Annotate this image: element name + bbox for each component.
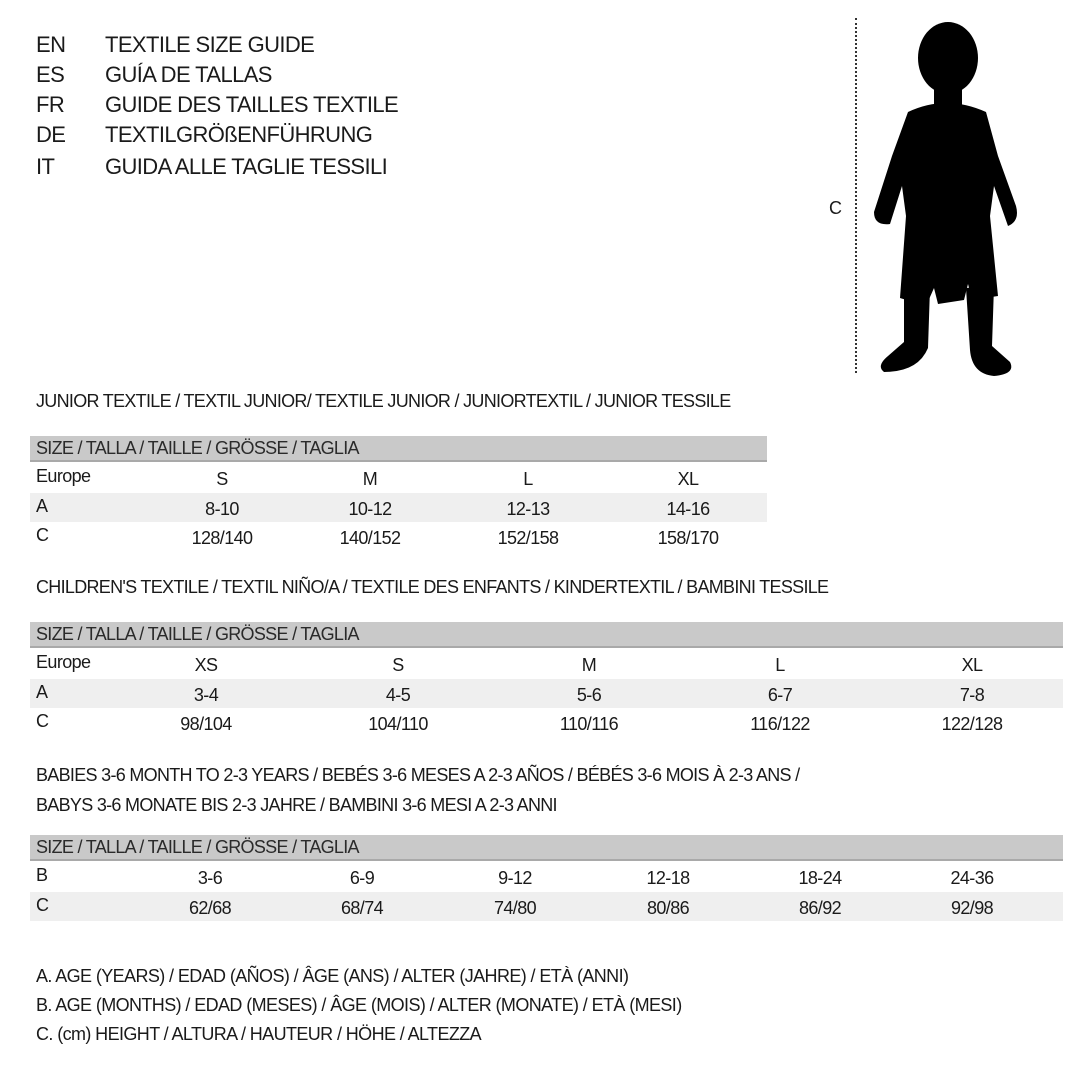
table-row: A 3-4 4-5 5-6 6-7 7-8	[30, 678, 1063, 708]
table-cell: 14-16	[666, 498, 710, 519]
height-label: C	[829, 198, 842, 218]
table-cell: 18-24	[798, 868, 842, 888]
table-cell: L	[523, 469, 533, 489]
table-cell: 122/128	[941, 714, 1003, 734]
table-header: SIZE / TALLA / TAILLE / GRÖSSE / TAGLIA	[30, 436, 767, 462]
table-row: B 3-6 6-9 9-12 12-18 18-24 24-36	[30, 862, 1063, 891]
language-title: TEXTILE SIZE GUIDE	[105, 32, 315, 57]
table-header-label: SIZE / TALLA / TAILLE / GRÖSSE / TAGLIA	[36, 837, 360, 857]
table-cell: 116/122	[750, 714, 810, 734]
table-row: C 128/140 140/152 152/158 158/170	[30, 522, 767, 551]
table-cell: XL	[677, 469, 699, 489]
table-cell: 140/152	[339, 528, 401, 548]
language-code: IT	[36, 154, 55, 179]
language-title: TEXTILGRÖßENFÜHRUNG	[105, 122, 373, 147]
table-header-label: SIZE / TALLA / TAILLE / GRÖSSE / TAGLIA	[36, 624, 360, 644]
table-cell: 98/104	[180, 714, 232, 734]
section-title: BABYS 3-6 MONATE BIS 2-3 JAHRE / BAMBINI…	[36, 795, 558, 815]
table-cell: S	[216, 469, 228, 489]
legend-item: C. (cm) HEIGHT / ALTURA / HAUTEUR / HÖHE…	[36, 1024, 482, 1044]
table-row: C 62/68 68/74 74/80 80/86 86/92 92/98	[30, 891, 1063, 921]
row-label: C	[36, 525, 49, 545]
table-cell: XS	[194, 655, 218, 675]
row-label: Europe	[36, 652, 91, 672]
table-cell: 128/140	[191, 528, 253, 548]
row-label: A	[36, 681, 48, 702]
table-cell: 86/92	[798, 897, 842, 918]
table-row: Europe S M L XL	[30, 463, 767, 492]
table-header: SIZE / TALLA / TAILLE / GRÖSSE / TAGLIA	[30, 622, 1063, 648]
language-title: GUIDA ALLE TAGLIE TESSILI	[105, 154, 388, 179]
table-row: A 8-10 10-12 12-13 14-16	[30, 492, 767, 522]
legend-item: B. AGE (MONTHS) / EDAD (MESES) / ÂGE (MO…	[36, 995, 682, 1015]
table-cell: 9-12	[498, 868, 532, 888]
section-title: JUNIOR TEXTILE / TEXTIL JUNIOR/ TEXTILE …	[36, 391, 731, 411]
section-title: BABIES 3-6 MONTH TO 2-3 YEARS / BEBÉS 3-…	[36, 765, 800, 785]
table-cell: 10-12	[348, 498, 392, 519]
table-row: C 98/104 104/110 110/116 116/122 122/128	[30, 708, 1063, 737]
section-title: CHILDREN'S TEXTILE / TEXTIL NIÑO/A / TEX…	[36, 577, 829, 597]
table-cell: L	[775, 655, 785, 675]
table-cell: M	[362, 469, 378, 489]
table-cell: 24-36	[950, 868, 994, 888]
table-cell: 104/110	[368, 714, 428, 734]
table-cell: 152/158	[497, 528, 559, 548]
legend-item: A. AGE (YEARS) / EDAD (AÑOS) / ÂGE (ANS)…	[36, 966, 629, 986]
table-cell: 12-13	[506, 498, 550, 519]
table-cell: 110/116	[559, 714, 619, 734]
child-silhouette-icon	[874, 22, 1017, 376]
table-cell: XL	[961, 655, 983, 675]
table-header: SIZE / TALLA / TAILLE / GRÖSSE / TAGLIA	[30, 835, 1063, 861]
table-cell: 80/86	[646, 897, 690, 918]
table-cell: 4-5	[385, 684, 411, 705]
table-cell: 7-8	[959, 684, 985, 705]
table-cell: 6-9	[349, 868, 375, 888]
language-code: ES	[36, 62, 65, 87]
table-cell: 5-6	[576, 684, 602, 705]
row-label: C	[36, 894, 49, 915]
table-cell: 6-7	[767, 684, 793, 705]
language-code: FR	[36, 92, 65, 117]
height-dotted-line	[855, 18, 857, 373]
table-row: Europe XS S M L XL	[30, 649, 1063, 678]
table-cell: 3-4	[193, 684, 219, 705]
row-label: B	[36, 865, 48, 885]
table-cell: 12-18	[646, 868, 690, 888]
table-cell: M	[581, 655, 597, 675]
table-header-label: SIZE / TALLA / TAILLE / GRÖSSE / TAGLIA	[36, 438, 360, 458]
row-label: Europe	[36, 466, 91, 486]
language-title: GUÍA DE TALLAS	[105, 62, 272, 87]
table-cell: 3-6	[197, 868, 223, 888]
table-cell: S	[392, 655, 404, 675]
language-code: EN	[36, 32, 66, 57]
row-label: C	[36, 711, 49, 731]
language-title: GUIDE DES TAILLES TEXTILE	[105, 92, 399, 117]
table-cell: 158/170	[657, 528, 719, 548]
table-cell: 62/68	[188, 897, 232, 918]
row-label: A	[36, 495, 48, 516]
table-cell: 92/98	[950, 897, 994, 918]
table-cell: 74/80	[493, 897, 537, 918]
table-cell: 8-10	[205, 498, 239, 519]
table-cell: 68/74	[340, 897, 384, 918]
language-code: DE	[36, 122, 66, 147]
